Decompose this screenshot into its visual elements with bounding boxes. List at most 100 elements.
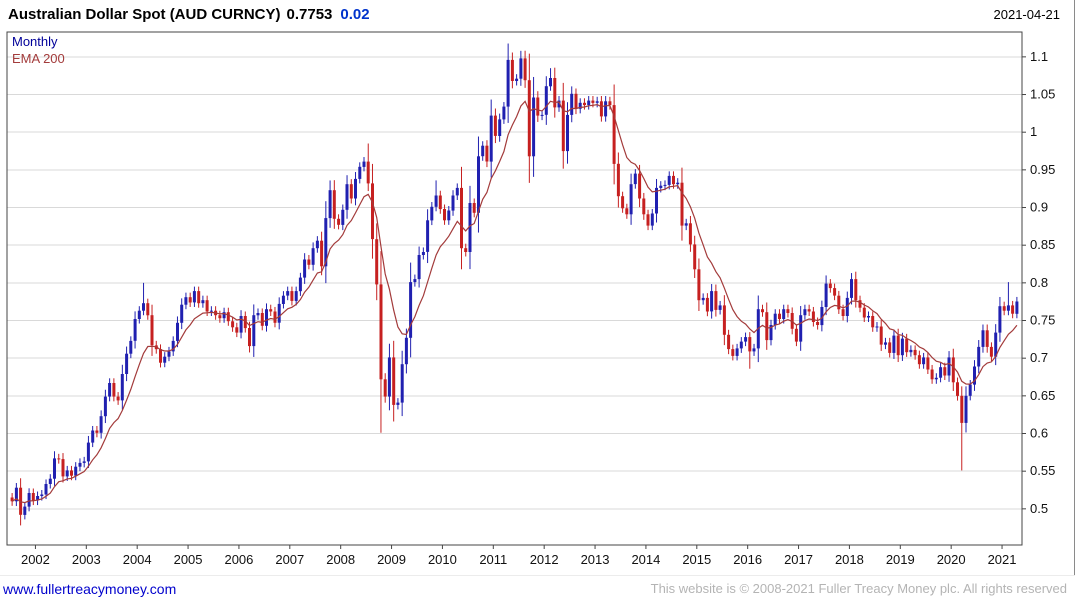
footer-link[interactable]: www.fullertreacymoney.com <box>3 580 177 597</box>
candle-body <box>273 311 277 323</box>
candle-body <box>922 357 926 365</box>
candle-body <box>383 379 387 397</box>
candle-body <box>858 300 862 308</box>
candle-body <box>197 291 201 304</box>
candle-body <box>676 182 680 185</box>
candle-body <box>934 377 938 380</box>
candle-body <box>303 259 307 278</box>
last-price: 0.7753 <box>286 6 333 23</box>
candle-body <box>722 305 726 335</box>
candle-body <box>95 430 99 433</box>
chart-header: Australian Dollar Spot (AUD CURNCY) 0.775… <box>0 0 1074 30</box>
candle-body <box>349 184 353 199</box>
candle-body <box>426 220 430 252</box>
candle-body <box>481 145 485 157</box>
x-tick-label: 2016 <box>733 552 762 567</box>
candle-body <box>23 506 27 515</box>
candle-body <box>489 115 493 162</box>
candle-body <box>816 322 820 325</box>
y-tick-label: 1.1 <box>1030 49 1048 64</box>
candle-body <box>235 327 239 333</box>
candle-body <box>413 279 417 283</box>
candle-body <box>532 97 536 157</box>
candle-body <box>985 330 989 347</box>
candle-body <box>44 484 48 495</box>
candle-body <box>86 442 90 462</box>
candle-body <box>61 459 65 477</box>
candle-body <box>782 309 786 319</box>
candle-body <box>133 319 137 341</box>
candle-body <box>91 430 95 443</box>
x-tick-label: 2011 <box>479 552 507 567</box>
candle-body <box>769 325 773 341</box>
candle-body <box>888 342 892 353</box>
candle-body <box>595 101 599 103</box>
candle-body <box>837 295 841 310</box>
candle-body <box>379 284 383 380</box>
candle-body <box>290 291 294 301</box>
candle-body <box>570 93 574 115</box>
candle-body <box>981 330 985 347</box>
candle-body <box>184 297 188 305</box>
x-tick-label: 2003 <box>72 552 101 567</box>
candle-body <box>358 166 362 179</box>
candle-body <box>57 458 61 460</box>
candle-body <box>345 184 349 210</box>
candle-body <box>464 248 468 252</box>
candle-body <box>74 466 78 476</box>
candle-body <box>260 313 264 326</box>
candle-body <box>248 328 251 347</box>
candle-body <box>14 487 18 502</box>
candle-body <box>434 195 438 207</box>
candle-body <box>218 315 222 319</box>
candle-body <box>1015 301 1019 314</box>
candle-body <box>78 462 82 467</box>
candle-body <box>443 209 446 221</box>
candle-body <box>205 300 209 312</box>
candle-body <box>366 161 370 184</box>
candle-body <box>337 218 341 225</box>
candle-body <box>515 78 519 81</box>
candle-body <box>799 315 803 342</box>
candle-body <box>519 58 523 79</box>
candle-body <box>778 313 781 319</box>
candle-body <box>421 252 425 255</box>
x-tick-label: 2020 <box>937 552 966 567</box>
candle-body <box>794 328 798 342</box>
candle-body <box>396 402 400 405</box>
candle-body <box>701 297 705 301</box>
candle-body <box>192 291 196 303</box>
candle-body <box>625 208 629 215</box>
candle-body <box>578 102 582 109</box>
candle-body <box>99 416 103 433</box>
y-tick-label: 0.95 <box>1030 162 1055 177</box>
candle-body <box>612 105 616 164</box>
candle-body <box>574 93 578 109</box>
candle-body <box>544 86 548 115</box>
candle-body <box>438 195 442 210</box>
candle-body <box>159 349 162 363</box>
candle-body <box>36 496 40 501</box>
candle-body <box>430 206 434 221</box>
candle-body <box>663 184 667 186</box>
candle-body <box>672 175 675 185</box>
candle-body <box>688 223 692 245</box>
candle-body <box>226 312 230 322</box>
candle-body <box>455 187 459 196</box>
x-tick-label: 2014 <box>631 552 660 567</box>
candle-body <box>506 59 510 107</box>
candle-body <box>807 309 811 312</box>
candle-body <box>680 182 684 226</box>
candle-body <box>324 218 328 267</box>
candle-body <box>833 288 837 296</box>
candle-body <box>31 493 35 501</box>
candle-body <box>27 493 31 507</box>
candle-body <box>472 203 476 213</box>
candle-body <box>998 306 1002 333</box>
candle-body <box>53 458 56 479</box>
candle-body <box>896 335 900 356</box>
candle-body <box>761 309 764 313</box>
x-tick-label: 2006 <box>224 552 253 567</box>
candle-body <box>633 173 637 185</box>
candle-body <box>735 348 739 356</box>
